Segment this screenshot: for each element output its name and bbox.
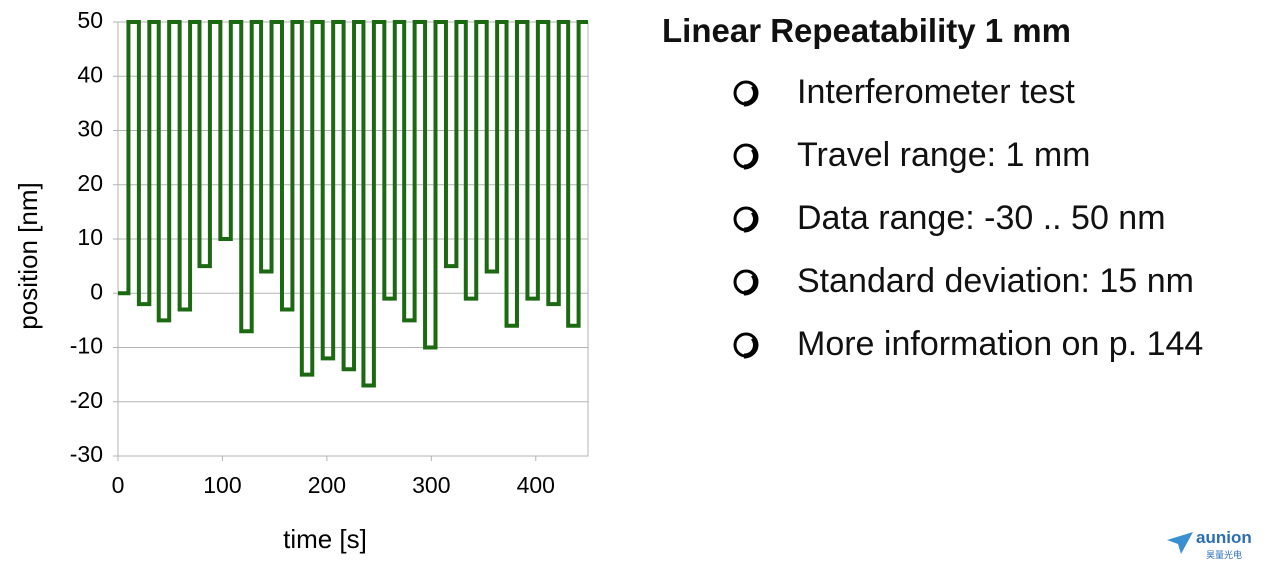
logo-subtitle: 昊量光电 <box>1206 550 1243 560</box>
y-tick-label: -20 <box>70 387 103 413</box>
bullet-text: Interferometer test <box>797 73 1075 111</box>
logo-name: aunion <box>1196 528 1252 547</box>
y-tick-label: 40 <box>77 61 103 87</box>
data-line <box>118 20 588 388</box>
panel-title: Linear Repeatability 1 mm <box>662 12 1071 49</box>
bullet-text: Data range: -30 .. 50 nm <box>797 199 1166 237</box>
bullet-icon <box>733 269 759 296</box>
bullet-text: More information on p. 144 <box>797 325 1204 363</box>
y-tick-label: -10 <box>70 333 103 359</box>
bullet-text: Travel range: 1 mm <box>797 136 1091 174</box>
logo-icon <box>1167 532 1193 554</box>
chart: time [s] position [nm] -30 -20 -10 0 10 20 30 4… <box>13 7 589 554</box>
bullet-icon <box>733 80 759 107</box>
bullet-icon <box>733 332 759 359</box>
x-tick-label: 300 <box>412 472 450 498</box>
bullet-icon <box>733 143 759 170</box>
y-tick-label: -30 <box>70 441 103 467</box>
y-tick-label: 50 <box>77 7 103 33</box>
y-axis-label: position [nm] <box>13 182 43 329</box>
x-tick-label: 100 <box>203 472 241 498</box>
y-tick-label: 30 <box>77 116 103 142</box>
x-tick-label: 400 <box>517 472 555 498</box>
bullet-text: Standard deviation: 15 nm <box>797 262 1194 300</box>
y-tick-label: 20 <box>77 170 103 196</box>
x-tick-label: 200 <box>308 472 346 498</box>
y-tick-label: 10 <box>77 224 103 250</box>
bullet-icon <box>733 206 759 233</box>
x-tick-label: 0 <box>112 472 125 498</box>
y-tick-label: 0 <box>90 278 103 304</box>
x-axis-label: time [s] <box>283 524 367 554</box>
